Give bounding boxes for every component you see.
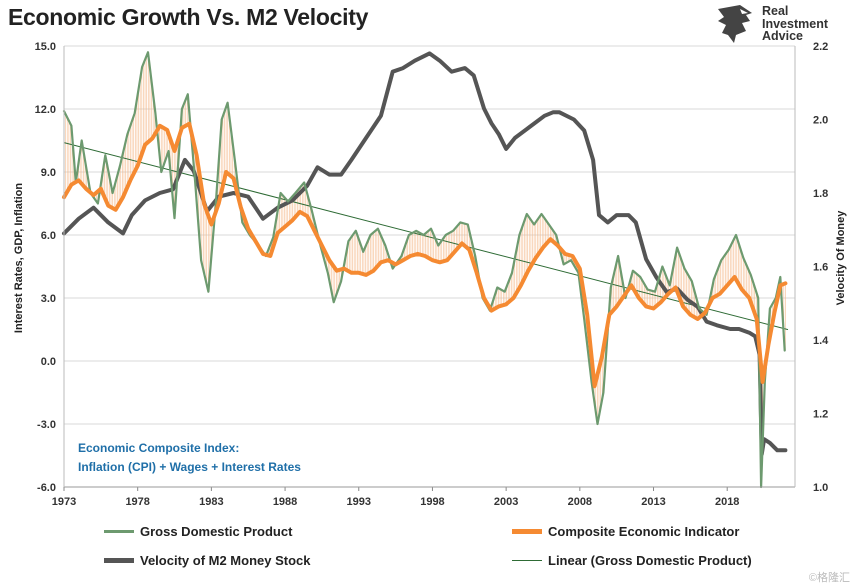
legend-swatch-gdp	[104, 530, 134, 533]
composite-line	[62, 121, 788, 389]
eagle-logo-icon	[718, 5, 752, 43]
annotation-line-1: Economic Composite Index:	[78, 441, 239, 455]
y-tick-label: -3.0	[37, 419, 56, 431]
y-tick-label: 0.0	[41, 356, 56, 368]
x-tick-label: 2003	[494, 496, 518, 508]
y2-tick-label: 1.2	[813, 409, 828, 421]
x-tick-label: 1978	[125, 496, 149, 508]
y-tick-label: 12.0	[35, 104, 56, 116]
legend-item-composite: Composite Economic Indicator	[512, 524, 739, 539]
y2-tick-label: 1.0	[813, 482, 828, 494]
y2-tick-label: 1.6	[813, 262, 828, 274]
y-tick-label: 15.0	[35, 41, 56, 53]
x-tick-label: 2013	[641, 496, 665, 508]
y2-tick-label: 2.0	[813, 115, 828, 127]
linear-trend-line	[63, 142, 789, 330]
logo-line-2: Investment	[762, 16, 828, 31]
annotation-line-2: Inflation (CPI) + Wages + Interest Rates	[78, 460, 301, 474]
y2-tick-label: 1.8	[813, 188, 828, 200]
watermark: ©格隆汇	[808, 572, 850, 584]
legend-label-gdp: Gross Domestic Product	[140, 524, 293, 539]
series-lines	[62, 51, 789, 489]
legend-item-gdp: Gross Domestic Product	[104, 524, 292, 539]
legend-item-linear: Linear (Gross Domestic Product)	[512, 553, 752, 568]
y2-tick-label: 2.2	[813, 41, 828, 53]
logo-line-3: Advice	[762, 29, 803, 43]
x-tick-label: 2018	[715, 496, 739, 508]
logo-line-1: Real	[762, 4, 789, 18]
axis-ticks: 15.0 12.0 9.0 6.0 3.0 0.0 -3.0 -6.0 2.2 2.0 1.8 1.6…	[35, 41, 830, 508]
grid-lines	[64, 45, 795, 488]
chart-title: Economic Growth Vs. M2 Velocity	[8, 4, 369, 30]
y2-axis-title: Velocity Of Money	[835, 210, 847, 306]
x-tick-label: 1983	[199, 496, 223, 508]
difference-fill	[63, 54, 786, 487]
legend-label-velocity: Velocity of M2 Money Stock	[140, 553, 311, 568]
x-tick-label: 1998	[420, 496, 444, 508]
legend-swatch-linear	[512, 560, 542, 561]
legend-item-velocity: Velocity of M2 Money Stock	[104, 553, 311, 568]
gdp-line	[62, 51, 786, 489]
logo-text: Real Investment Advice	[762, 5, 828, 43]
x-tick-label: 1973	[52, 496, 76, 508]
x-tick-label: 2008	[568, 496, 592, 508]
legend-label-linear: Linear (Gross Domestic Product)	[548, 553, 752, 568]
x-tick-label: 1988	[273, 496, 297, 508]
y-tick-label: 3.0	[41, 293, 56, 305]
legend-swatch-velocity	[104, 558, 134, 563]
y2-tick-label: 1.4	[813, 335, 829, 347]
y-tick-label: -6.0	[37, 482, 56, 494]
logo: Real Investment Advice	[712, 3, 852, 45]
y-tick-label: 9.0	[41, 167, 56, 179]
y-axis-title: Interest Rates, GDP, Inflation	[13, 183, 25, 333]
legend-label-composite: Composite Economic Indicator	[548, 524, 740, 539]
y-tick-label: 6.0	[41, 230, 56, 242]
velocity-line	[62, 51, 788, 456]
legend-swatch-composite	[512, 529, 542, 534]
x-tick-label: 1993	[347, 496, 371, 508]
